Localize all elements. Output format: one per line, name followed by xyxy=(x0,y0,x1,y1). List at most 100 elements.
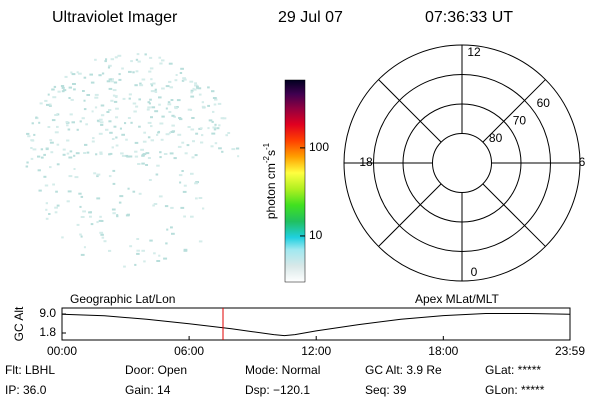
speckle xyxy=(194,82,198,85)
speckle xyxy=(191,117,195,119)
speckle xyxy=(108,175,112,178)
speckle xyxy=(150,116,153,119)
speckle xyxy=(111,146,114,149)
speckle xyxy=(98,219,103,222)
speckle xyxy=(62,89,67,92)
speckle xyxy=(40,148,44,151)
speckle xyxy=(68,156,73,159)
speckle xyxy=(37,169,41,172)
speckle xyxy=(218,147,222,150)
speckle xyxy=(168,131,171,134)
speckle xyxy=(93,172,97,175)
speckle xyxy=(112,94,116,97)
speckle xyxy=(96,197,101,200)
speckle xyxy=(141,249,145,252)
status-field: GLat: ***** xyxy=(485,363,541,377)
speckle xyxy=(76,223,80,226)
speckle xyxy=(52,96,57,99)
speckle xyxy=(150,125,153,128)
speckle xyxy=(90,81,95,84)
speckle xyxy=(109,152,113,155)
speckle xyxy=(94,93,99,96)
speckle xyxy=(157,131,160,134)
speckle xyxy=(174,106,177,108)
y-tick-label: 9.0 xyxy=(39,306,56,320)
speckle xyxy=(127,117,131,119)
speckle xyxy=(174,107,178,110)
speckle xyxy=(99,118,103,121)
speckle xyxy=(150,84,154,87)
speckle xyxy=(32,148,37,151)
speckle xyxy=(136,53,140,56)
speckle xyxy=(108,87,113,90)
speckle xyxy=(149,239,153,242)
speckle xyxy=(94,58,97,61)
speckle xyxy=(80,235,83,238)
speckle xyxy=(53,85,57,88)
speckle xyxy=(181,141,185,144)
speckle xyxy=(75,152,80,155)
speckle xyxy=(128,70,132,73)
speckle xyxy=(181,170,184,172)
speckle xyxy=(71,73,76,76)
speckle xyxy=(64,75,68,78)
speckle xyxy=(166,228,169,231)
speckle xyxy=(158,56,162,59)
speckle xyxy=(115,116,119,119)
speckle xyxy=(171,124,175,127)
speckle xyxy=(159,122,164,125)
speckle xyxy=(79,205,82,208)
speckle xyxy=(86,151,90,154)
speckle xyxy=(118,201,122,204)
speckle xyxy=(163,257,168,260)
speckle xyxy=(190,215,194,218)
speckle xyxy=(222,117,227,120)
speckle xyxy=(118,73,121,76)
speckle xyxy=(65,121,69,123)
speckle xyxy=(78,192,82,195)
x-tick-label: 12:00 xyxy=(301,344,331,358)
speckle xyxy=(217,102,222,105)
speckle xyxy=(71,121,76,124)
x-tick-label: 18:00 xyxy=(428,344,458,358)
speckle xyxy=(126,213,130,216)
mlt-label: 12 xyxy=(467,45,481,59)
speckle xyxy=(174,79,178,82)
speckle xyxy=(154,88,157,91)
speckle xyxy=(158,103,161,106)
speckle xyxy=(30,147,33,149)
speckle xyxy=(76,71,79,74)
speckle xyxy=(200,141,204,144)
speckle xyxy=(80,195,84,198)
speckle xyxy=(141,162,145,165)
speckle xyxy=(134,263,137,266)
speckle xyxy=(51,119,56,122)
speckle xyxy=(111,208,116,211)
status-field: GLon: ***** xyxy=(485,383,545,397)
speckle xyxy=(60,85,65,87)
speckle xyxy=(80,253,85,256)
speckle xyxy=(180,67,184,70)
speckle xyxy=(145,152,150,155)
speckle xyxy=(168,62,173,65)
speckle xyxy=(180,206,185,209)
speckle xyxy=(74,176,79,179)
speckle xyxy=(147,101,151,104)
x-tick-label: 06:00 xyxy=(174,344,204,358)
speckle xyxy=(113,81,118,84)
speckle xyxy=(153,203,158,205)
speckle xyxy=(220,117,225,120)
speckle xyxy=(68,97,71,99)
speckle xyxy=(78,72,82,75)
speckle xyxy=(100,220,104,222)
speckle xyxy=(165,133,170,136)
speckle xyxy=(118,78,122,81)
speckle xyxy=(54,114,58,116)
speckle xyxy=(212,126,217,129)
speckle xyxy=(80,216,85,218)
speckle xyxy=(163,153,168,155)
ring-label: 60 xyxy=(537,96,551,110)
speckle xyxy=(132,102,137,105)
speckle xyxy=(110,80,114,83)
speckle xyxy=(99,215,102,218)
